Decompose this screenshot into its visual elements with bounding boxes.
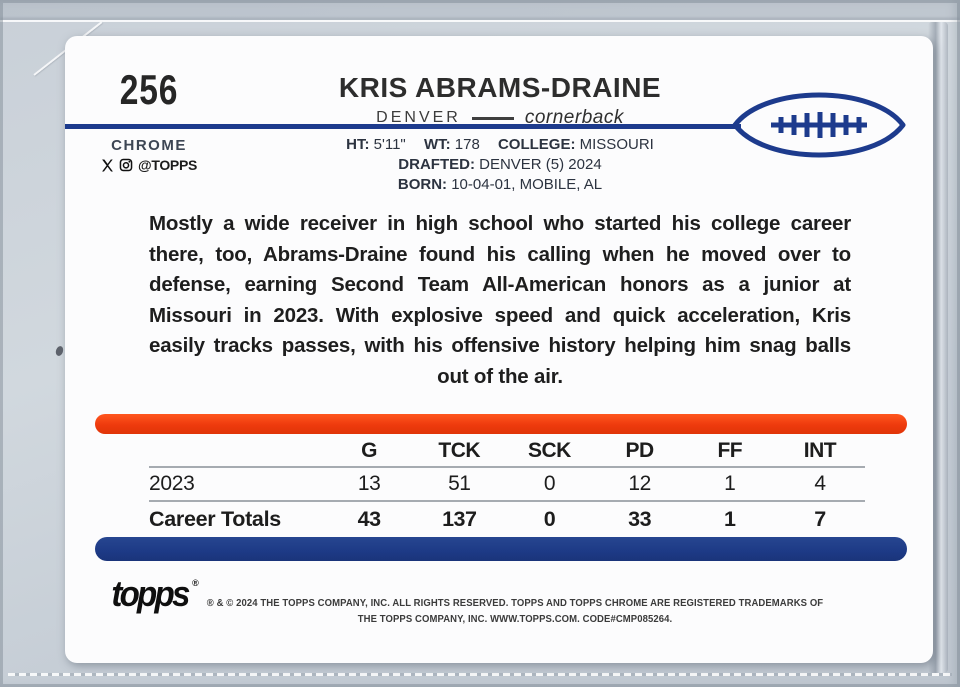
player-name: KRIS ABRAMS-DRAINE bbox=[338, 72, 662, 103]
bio-height-value: 5'11" bbox=[373, 136, 406, 153]
registered-mark: ® bbox=[192, 577, 199, 588]
bio-college-value: MISSOURI bbox=[579, 136, 654, 153]
x-logo-icon bbox=[101, 159, 114, 172]
copyright-line-1: ® & © 2024 THE TOPPS COMPANY, INC. ALL R… bbox=[206, 598, 824, 609]
stat-cell: 13 bbox=[357, 472, 381, 495]
team-name: DENVER bbox=[376, 109, 461, 126]
bio-block: HT: 5'11" WT: 178 COLLEGE: MISSOURI DRAF… bbox=[270, 135, 730, 195]
stat-cell: 0 bbox=[543, 472, 556, 495]
stat-row-label: Career Totals bbox=[149, 506, 281, 531]
stats-header-row: G TCK SCK PD FF INT bbox=[149, 436, 865, 468]
stat-col-header-ff: FF bbox=[717, 439, 743, 462]
bio-line-1: HT: 5'11" WT: 178 COLLEGE: MISSOURI bbox=[270, 135, 730, 155]
card-number: 256 bbox=[119, 66, 179, 113]
topps-logo: topps ® bbox=[93, 573, 213, 615]
stat-col-header-tck: TCK bbox=[438, 439, 481, 462]
bio-college-label: COLLEGE: bbox=[497, 136, 576, 153]
stat-row-label: 2023 bbox=[149, 472, 195, 495]
orange-divider-bar bbox=[95, 414, 907, 434]
topps-logo-text: topps bbox=[111, 573, 191, 614]
stat-col-header-int: INT bbox=[803, 439, 837, 462]
bio-weight-label: WT: bbox=[423, 136, 451, 153]
stats-table: G TCK SCK PD FF INT 2023 13 51 0 12 1 4 … bbox=[149, 436, 865, 536]
bio-born-value: 10-04-01, MOBILE, AL bbox=[451, 176, 603, 193]
bio-weight-value: 178 bbox=[454, 136, 480, 153]
stat-cell: 7 bbox=[814, 506, 826, 531]
player-header: KRIS ABRAMS-DRAINE DENVER cornerback bbox=[290, 72, 710, 129]
stat-cell: 4 bbox=[814, 472, 826, 495]
stat-col-header-pd: PD bbox=[625, 439, 655, 462]
stats-row-career-totals: Career Totals 43 137 0 33 1 7 bbox=[149, 502, 865, 536]
team-line: DENVER cornerback bbox=[290, 107, 710, 129]
sleeve-top-flap bbox=[0, 0, 960, 20]
sleeve-top-seam bbox=[0, 20, 960, 22]
stats-row-2023: 2023 13 51 0 12 1 4 bbox=[149, 468, 865, 502]
copyright-block: ® & © 2024 THE TOPPS COMPANY, INC. ALL R… bbox=[187, 596, 843, 628]
sleeve-right-edge bbox=[928, 22, 948, 673]
bio-born-label: BORN: bbox=[397, 176, 448, 193]
bio-drafted-value: DENVER (5) 2024 bbox=[479, 156, 602, 173]
copyright-line-2: THE TOPPS COMPANY, INC. WWW.TOPPS.COM. C… bbox=[357, 614, 673, 625]
trading-card-back: 256 CHROME @TOPPS KRIS ABRAMS-DRAINE DEN… bbox=[65, 36, 933, 663]
stat-cell: 12 bbox=[628, 472, 651, 495]
stat-cell: 137 bbox=[442, 506, 477, 531]
stat-cell: 43 bbox=[357, 506, 381, 531]
instagram-icon bbox=[119, 158, 133, 172]
sleeve-bottom-seam bbox=[8, 673, 952, 676]
stat-cell: 1 bbox=[724, 472, 736, 495]
stat-cell: 33 bbox=[628, 506, 652, 531]
bio-height-label: HT: bbox=[346, 136, 370, 153]
stat-cell: 0 bbox=[543, 506, 556, 531]
bio-line-2: DRAFTED: DENVER (5) 2024 bbox=[270, 155, 730, 175]
player-position: cornerback bbox=[524, 107, 624, 128]
stat-col-header-g: G bbox=[361, 439, 377, 462]
bio-line-3: BORN: 10-04-01, MOBILE, AL bbox=[270, 175, 730, 195]
brand-chrome-label: CHROME bbox=[111, 137, 187, 154]
header-rule-line bbox=[65, 124, 741, 129]
player-bio-paragraph: Mostly a wide receiver in high school wh… bbox=[149, 212, 851, 388]
navy-divider-bar bbox=[95, 537, 907, 561]
team-position-divider bbox=[471, 116, 514, 120]
football-icon bbox=[731, 76, 907, 179]
stat-col-header-sck: SCK bbox=[528, 439, 571, 462]
social-row: @TOPPS bbox=[73, 157, 225, 173]
bio-drafted-label: DRAFTED: bbox=[398, 156, 475, 173]
social-handle: @TOPPS bbox=[137, 157, 198, 173]
stat-cell: 1 bbox=[724, 506, 736, 531]
stat-cell: 51 bbox=[448, 472, 471, 495]
